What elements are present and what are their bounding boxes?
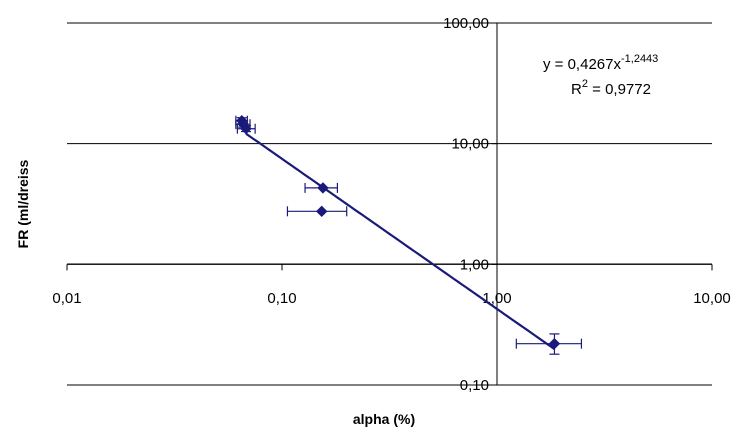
data-point <box>317 182 329 194</box>
x-tick-label: 0,01 <box>52 290 81 307</box>
y-tick-labels: 0,10 1,00 10,00 100,00 <box>443 15 497 394</box>
y-tick-label: 10,00 <box>451 136 489 153</box>
r-squared: R2 = 0,9772 <box>571 78 651 98</box>
x-tick-label: 1,00 <box>482 290 511 307</box>
y-axis-label: FR (ml/dreiss <box>15 159 31 248</box>
trendline <box>245 132 556 350</box>
axes <box>67 23 712 385</box>
x-axis-label: alpha (%) <box>353 411 415 427</box>
x-tick-label: 10,00 <box>693 290 731 307</box>
error-bars <box>235 115 583 355</box>
equation-prefix: y = 0,4267x <box>543 56 621 73</box>
y-tick-label: 0,10 <box>460 377 489 394</box>
y-tick-label: 100,00 <box>443 15 489 32</box>
data-point <box>548 337 561 350</box>
r2-sup: 2 <box>582 78 588 90</box>
data-points <box>236 114 561 350</box>
x-tick-label: 0,10 <box>267 290 296 307</box>
equation-exponent: -1,2443 <box>621 53 658 65</box>
trendline-equation: y = 0,4267x-1,2443 <box>543 53 658 73</box>
data-point <box>316 205 328 218</box>
data-point <box>240 123 252 135</box>
grid-lines <box>67 22 712 386</box>
x-tick-labels: 0,01 0,10 1,00 10,00 <box>52 264 731 307</box>
r2-value: = 0,9772 <box>588 81 651 98</box>
y-tick-label: 1,00 <box>460 256 489 273</box>
r2-prefix: R <box>571 81 582 98</box>
trendline-group <box>245 132 556 350</box>
